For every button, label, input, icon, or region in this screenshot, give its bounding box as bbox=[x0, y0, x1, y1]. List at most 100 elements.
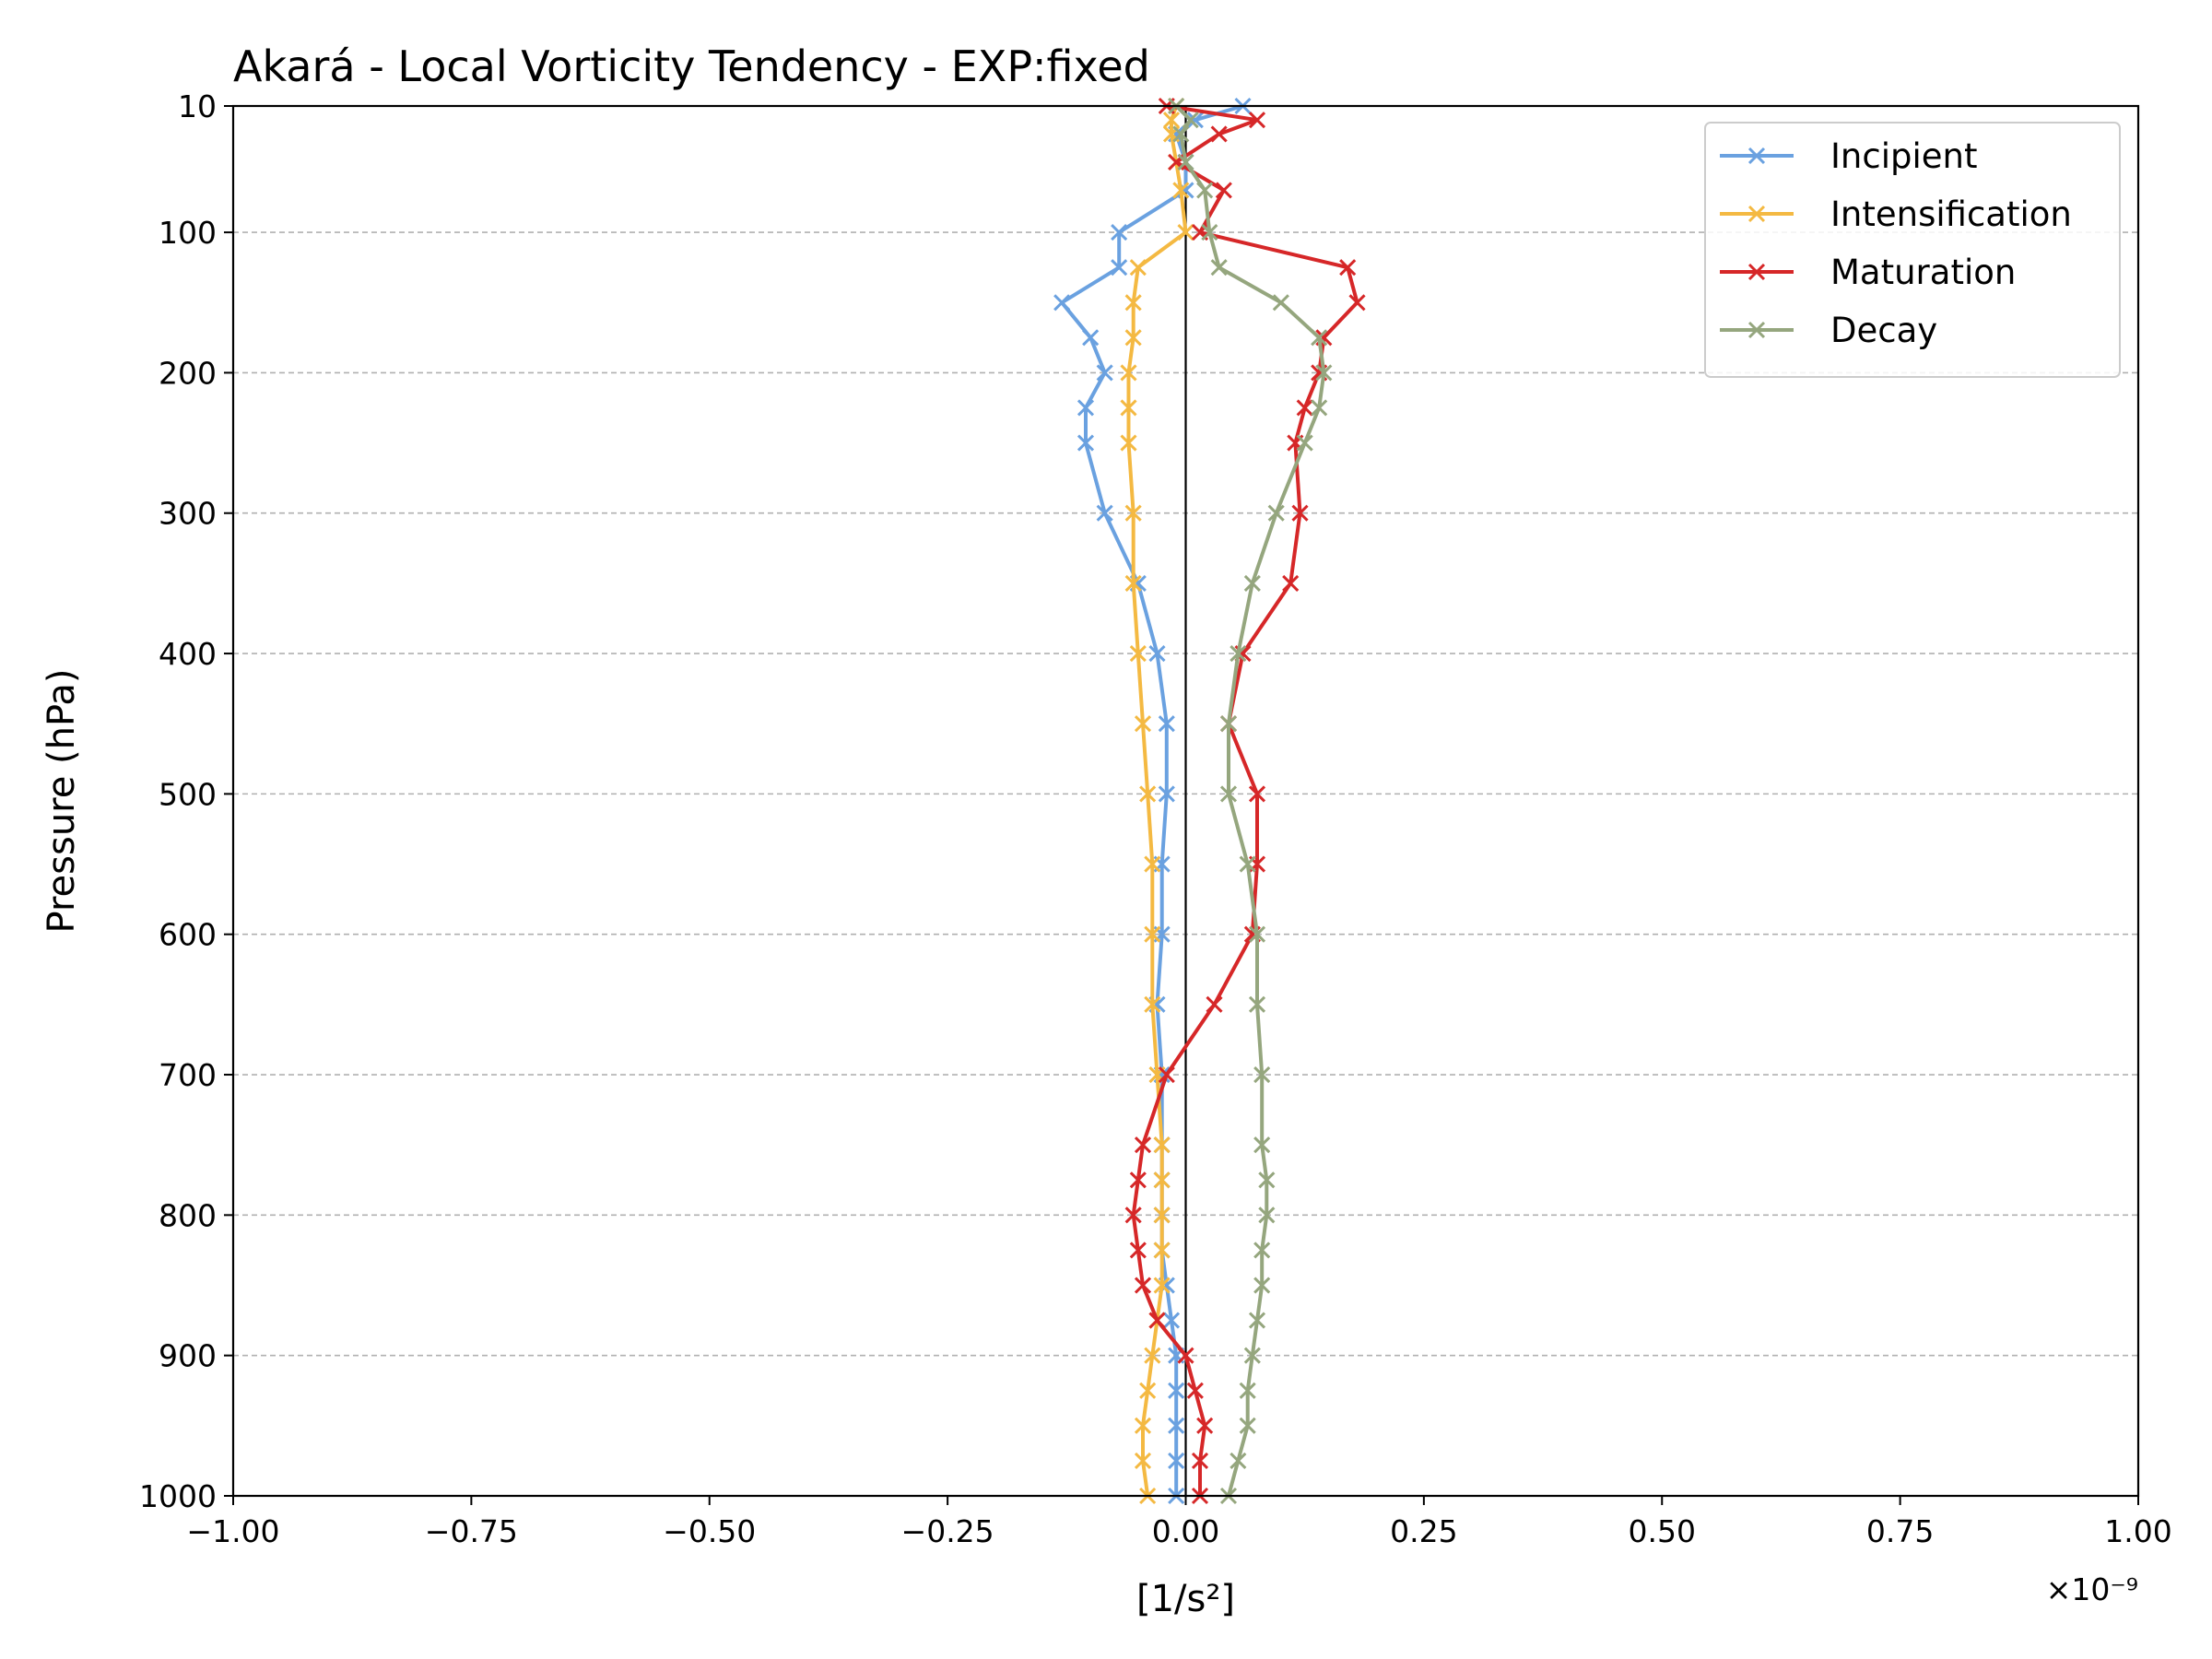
data-point bbox=[1206, 995, 1223, 1013]
data-point bbox=[1177, 224, 1194, 241]
data-point bbox=[1120, 399, 1137, 417]
data-point bbox=[1177, 153, 1194, 171]
data-point bbox=[1139, 785, 1157, 803]
data-point bbox=[1311, 399, 1328, 417]
data-point bbox=[1168, 1417, 1185, 1434]
data-point bbox=[1253, 1277, 1271, 1294]
data-point bbox=[1191, 1452, 1209, 1469]
data-point bbox=[1253, 1136, 1271, 1154]
data-point bbox=[1272, 294, 1289, 312]
x-tick-label: 0.00 bbox=[1152, 1513, 1219, 1549]
data-point bbox=[1129, 1171, 1147, 1189]
x-tick-label: 0.25 bbox=[1390, 1513, 1457, 1549]
y-tick-label: 300 bbox=[159, 496, 217, 532]
data-point bbox=[1239, 1382, 1256, 1399]
data-point bbox=[1134, 1417, 1152, 1434]
data-point bbox=[1248, 1312, 1266, 1329]
data-point bbox=[1296, 399, 1313, 417]
data-point bbox=[1210, 125, 1228, 143]
data-point bbox=[1201, 224, 1218, 241]
legend: Incipient Intensification Maturation Decay bbox=[1704, 122, 2121, 378]
data-point bbox=[1134, 1136, 1152, 1154]
data-point bbox=[1096, 504, 1113, 522]
legend-item-maturation: Maturation bbox=[1720, 253, 2016, 292]
y-axis-ticks: 10 100 200 300 400 500 600 700 800 900 1000 bbox=[139, 88, 233, 1514]
data-point bbox=[1158, 785, 1175, 803]
data-point bbox=[1177, 1347, 1194, 1364]
y-tick-label: 10 bbox=[178, 88, 217, 124]
data-point bbox=[1215, 182, 1232, 199]
data-point bbox=[1168, 1382, 1185, 1399]
data-point bbox=[1162, 1312, 1181, 1329]
data-point bbox=[1153, 1136, 1171, 1154]
data-point bbox=[1129, 644, 1147, 663]
data-point bbox=[1172, 125, 1190, 143]
data-point bbox=[1258, 1171, 1276, 1189]
data-point bbox=[1120, 364, 1137, 382]
legend-box bbox=[1704, 122, 2121, 378]
data-point bbox=[1153, 1241, 1171, 1259]
data-point bbox=[1144, 855, 1161, 873]
data-point bbox=[1148, 644, 1166, 663]
data-point bbox=[1124, 504, 1142, 522]
series-intensification bbox=[1120, 97, 1194, 1505]
x-tick-label: −0.25 bbox=[901, 1513, 994, 1549]
legend-label: Maturation bbox=[1830, 253, 2016, 292]
data-point bbox=[1230, 644, 1247, 663]
y-tick-label: 100 bbox=[159, 215, 217, 251]
y-tick-label: 500 bbox=[159, 776, 217, 812]
data-point bbox=[1144, 925, 1161, 943]
x-tick-label: −0.75 bbox=[425, 1513, 518, 1549]
series-line bbox=[1126, 105, 1188, 1497]
data-point bbox=[1248, 785, 1266, 803]
data-point bbox=[1124, 574, 1142, 592]
data-point bbox=[1248, 995, 1266, 1013]
data-point bbox=[1248, 112, 1266, 129]
data-point bbox=[1111, 224, 1128, 241]
y-tick-label: 800 bbox=[159, 1197, 217, 1233]
data-point bbox=[1134, 1277, 1152, 1294]
data-point bbox=[1296, 434, 1313, 452]
series-decay bbox=[1168, 97, 1333, 1505]
data-point bbox=[1219, 715, 1238, 733]
chart-title: Akará - Local Vorticity Tendency - EXP:f… bbox=[233, 41, 1150, 91]
x-tick-label: 1.00 bbox=[2104, 1513, 2171, 1549]
y-tick-label: 900 bbox=[159, 1338, 217, 1374]
data-point bbox=[1124, 294, 1142, 312]
data-point bbox=[1243, 1347, 1261, 1364]
data-point bbox=[1239, 855, 1256, 873]
data-point bbox=[1158, 1065, 1175, 1084]
data-point bbox=[1253, 1065, 1271, 1084]
data-point bbox=[1253, 1241, 1271, 1259]
x-tick-label: −0.50 bbox=[663, 1513, 756, 1549]
data-point bbox=[1311, 329, 1328, 347]
data-point bbox=[1186, 112, 1204, 129]
data-point bbox=[1096, 364, 1113, 382]
series-line bbox=[1174, 104, 1326, 1497]
data-point bbox=[1248, 925, 1266, 943]
data-point bbox=[1348, 294, 1366, 312]
x-tick-label: −1.00 bbox=[186, 1513, 279, 1549]
data-point bbox=[1339, 259, 1357, 276]
series-layer bbox=[1053, 97, 1366, 1505]
series-maturation bbox=[1124, 97, 1366, 1505]
data-point bbox=[1111, 259, 1128, 276]
series-line bbox=[1131, 104, 1359, 1496]
legend-label: Incipient bbox=[1830, 136, 1977, 176]
data-point bbox=[1315, 364, 1333, 382]
data-point bbox=[1267, 504, 1285, 522]
data-point bbox=[1082, 329, 1100, 347]
legend-item-intensification: Intensification bbox=[1720, 194, 2072, 234]
x-tick-label: 0.75 bbox=[1866, 1513, 1934, 1549]
data-point bbox=[1120, 434, 1137, 452]
data-point bbox=[1144, 1347, 1161, 1364]
x-axis-ticks: −1.00 −0.75 −0.50 −0.25 0.00 0.25 0.50 0.75 1.00 bbox=[186, 1496, 2172, 1549]
data-point bbox=[1053, 294, 1071, 312]
series-line bbox=[1060, 104, 1244, 1496]
data-point bbox=[1168, 1452, 1185, 1469]
legend-item-incipient: Incipient bbox=[1720, 136, 1977, 176]
data-point bbox=[1172, 182, 1190, 199]
x-axis-offset-label: ×10⁻⁹ bbox=[2046, 1571, 2138, 1607]
x-axis-label: [1/s²] bbox=[1136, 1578, 1235, 1620]
